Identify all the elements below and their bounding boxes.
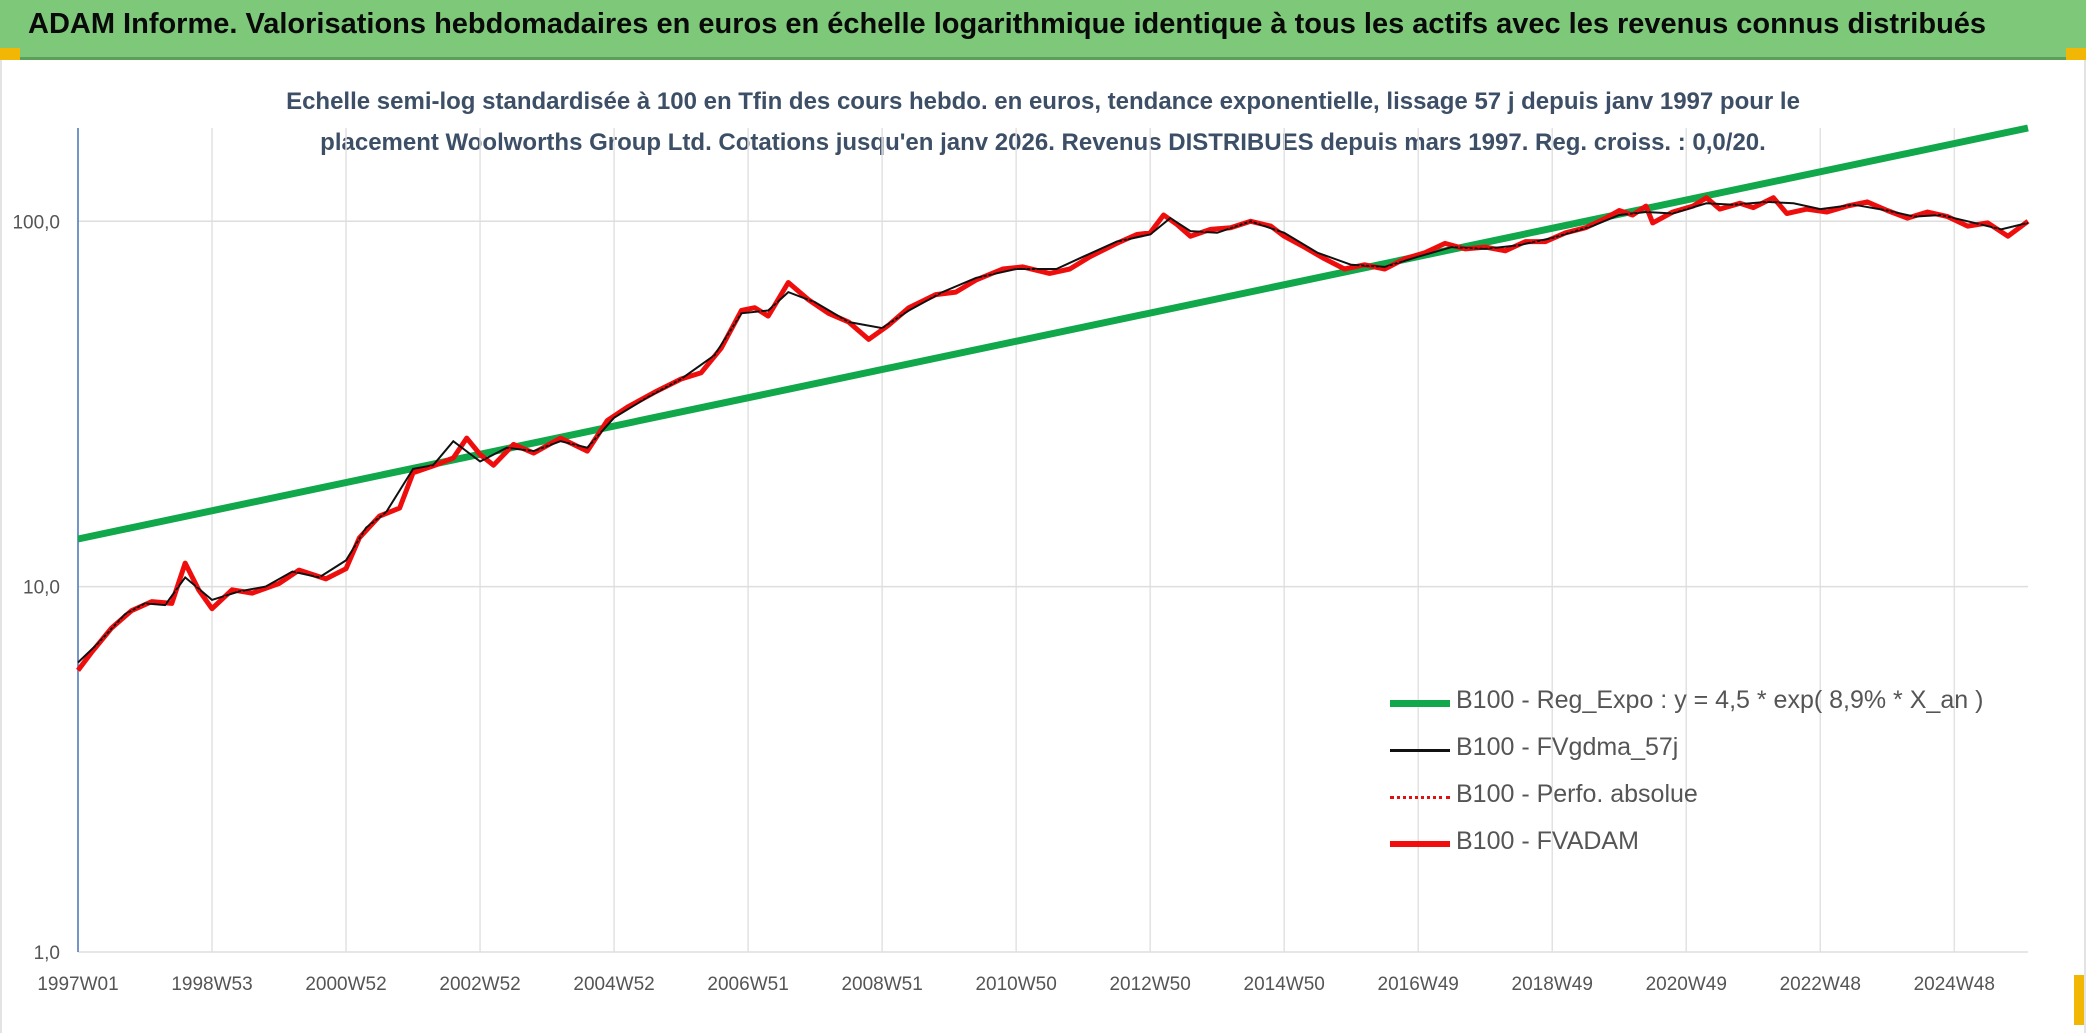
corner-mark-left bbox=[0, 48, 20, 60]
x-tick-label-10: 2016W49 bbox=[1378, 974, 1459, 995]
chart-title-line-1: Echelle semi-log standardisée à 100 en T… bbox=[286, 88, 1800, 115]
x-tick-label-4: 2004W52 bbox=[573, 974, 654, 995]
x-tick-label-7: 2010W50 bbox=[975, 974, 1056, 995]
x-tick-label-3: 2002W52 bbox=[439, 974, 520, 995]
x-tick-label-6: 2008W51 bbox=[841, 974, 922, 995]
y-tick-label-1: 10,0 bbox=[23, 578, 60, 599]
x-tick-label-11: 2018W49 bbox=[1512, 974, 1593, 995]
chart-frame bbox=[0, 60, 2086, 1033]
x-tick-label-13: 2022W48 bbox=[1780, 974, 1861, 995]
series-line-green-thick bbox=[77, 124, 2029, 543]
report-banner: ADAM Informe. Valorisations hebdomadaire… bbox=[0, 0, 2086, 60]
x-tick-label-0: 1997W01 bbox=[37, 974, 118, 995]
x-tick-label-14: 2024W48 bbox=[1914, 974, 1995, 995]
x-tick-label-8: 2012W50 bbox=[1109, 974, 1190, 995]
legend-swatch-fvadam bbox=[1390, 841, 1450, 847]
x-tick-label-5: 2006W51 bbox=[707, 974, 788, 995]
legend-swatch-fvgdma bbox=[1390, 749, 1450, 752]
chart-title-line-2: placement Woolworths Group Ltd. Cotation… bbox=[320, 129, 1766, 156]
legend-label-reg-expo: B100 - Reg_Expo : y = 4,5 * exp( 8,9% * … bbox=[1456, 686, 1984, 714]
x-tick-label-9: 2014W50 bbox=[1244, 974, 1325, 995]
x-tick-label-12: 2020W49 bbox=[1646, 974, 1727, 995]
series-line-red-thick bbox=[76, 195, 2030, 672]
report-title: ADAM Informe. Valorisations hebdomadaire… bbox=[28, 8, 1987, 40]
legend-label-fvgdma: B100 - FVgdma_57j bbox=[1456, 733, 1679, 761]
legend-swatch-reg-expo bbox=[1390, 700, 1450, 707]
legend-label-fvadam: B100 - FVADAM bbox=[1456, 827, 1639, 855]
series-line-black-thin bbox=[77, 200, 2029, 664]
y-tick-label-2: 100,0 bbox=[12, 212, 60, 233]
x-tick-label-2: 2000W52 bbox=[305, 974, 386, 995]
x-tick-label-1: 1998W53 bbox=[171, 974, 252, 995]
y-tick-label-0: 1,0 bbox=[34, 943, 60, 964]
legend-label-perfo-absolue: B100 - Perfo. absolue bbox=[1456, 780, 1698, 808]
corner-mark-right bbox=[2066, 48, 2086, 60]
legend-swatch-perfo-absolue bbox=[1390, 796, 1450, 799]
corner-mark-bottom-right bbox=[2074, 975, 2086, 1025]
